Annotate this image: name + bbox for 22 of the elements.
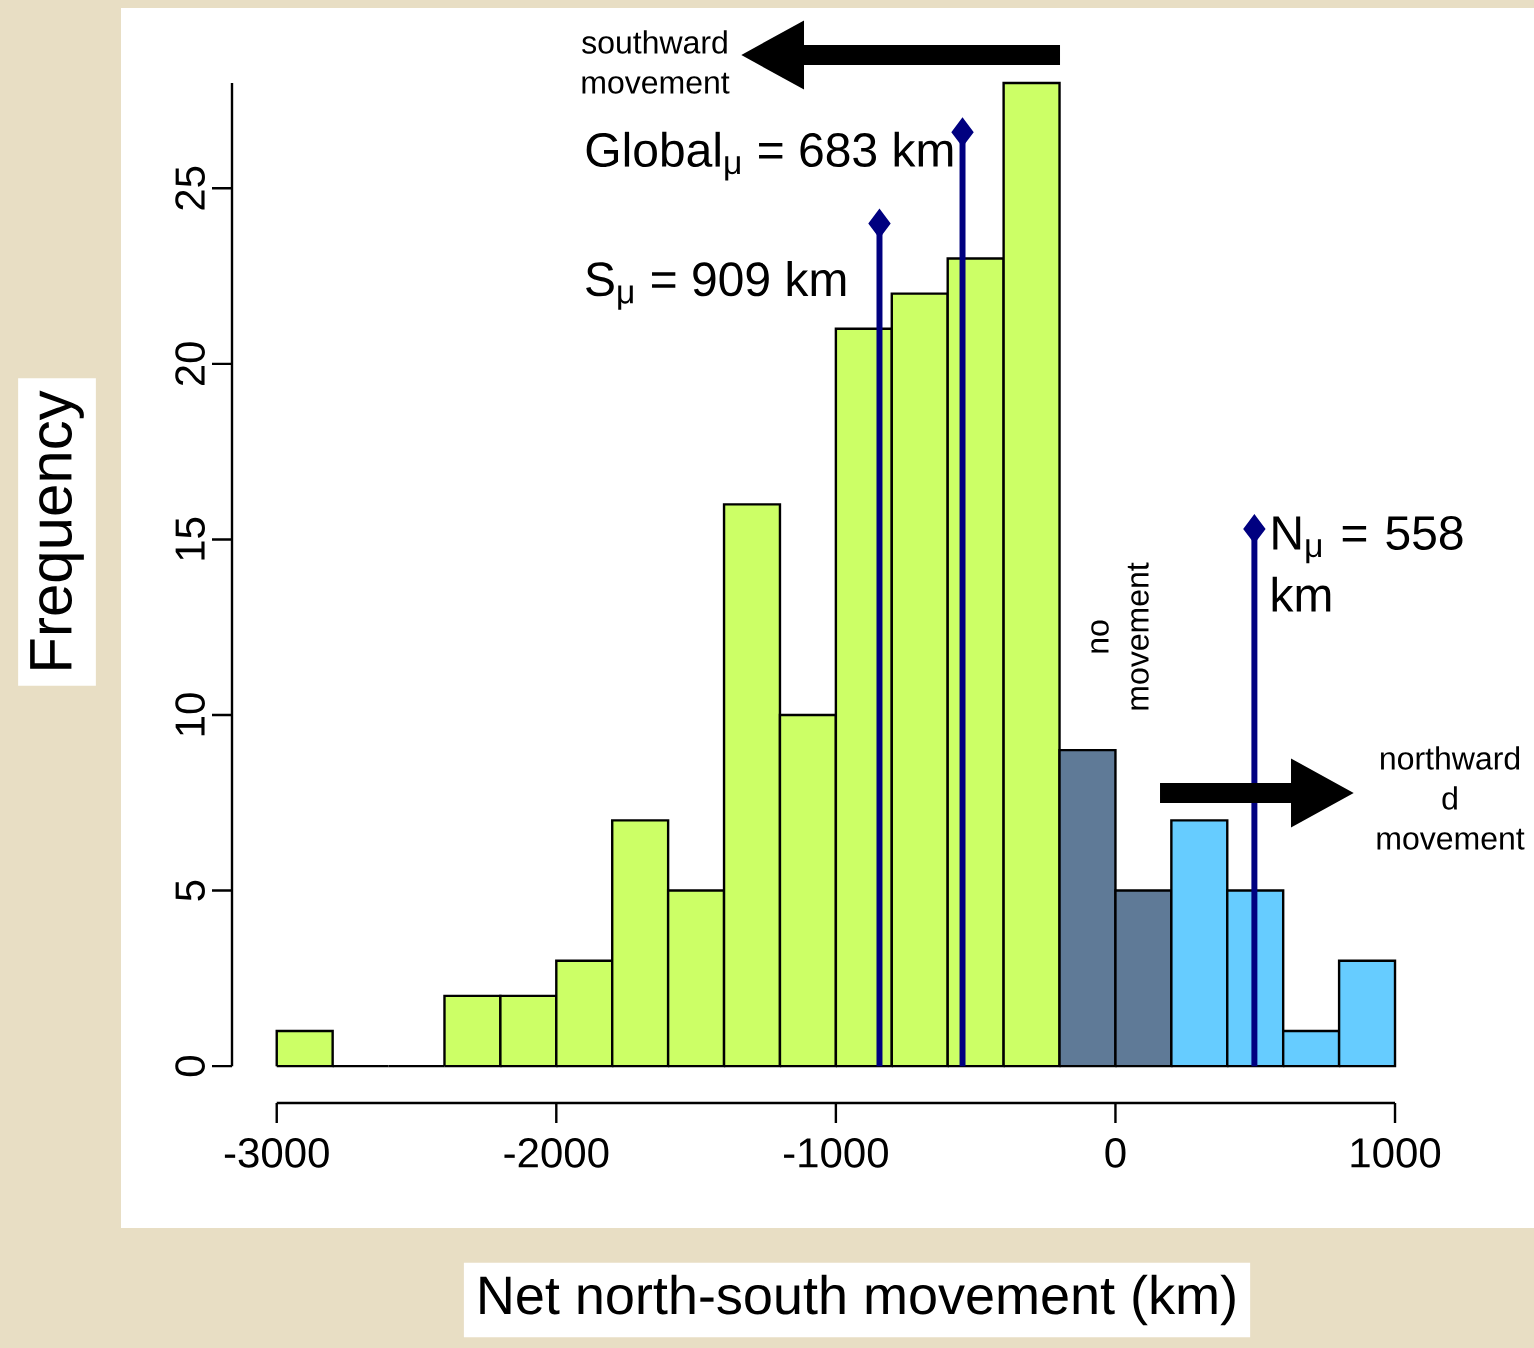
- annotation: northward d movement: [1377, 746, 1525, 850]
- y-tick-label: 0: [175, 1056, 205, 1077]
- x-tick-label: 0: [1105, 1138, 1126, 1168]
- y-tick-label: 5: [175, 880, 205, 901]
- point: [952, 119, 973, 146]
- y-tick-label: 25: [175, 166, 205, 210]
- x-tick-label: -3000: [224, 1138, 329, 1168]
- annotation: S$_{μ}$ = 909 km: [586, 261, 846, 310]
- annotation: southward movement: [582, 30, 730, 94]
- x-axis-title: Net north-south movement (km): [480, 1274, 1235, 1326]
- y-axis-title: Frequency: [30, 390, 84, 669]
- annotation: N$_{μ}$ = 558 km: [1272, 515, 1463, 612]
- x-tick-label: -2000: [504, 1138, 609, 1168]
- point: [1243, 515, 1265, 542]
- y-tick-label: 10: [175, 693, 205, 736]
- x-tick-label: 1000: [1351, 1138, 1441, 1168]
- point: [869, 210, 890, 237]
- y-tick-label: 20: [175, 342, 205, 386]
- x-tick-label: -1000: [784, 1138, 888, 1168]
- annotation: no movement: [1091, 562, 1149, 710]
- y-tick-label: 15: [175, 517, 205, 560]
- annotation: Global$_{μ}$ = 683 km: [586, 131, 953, 181]
